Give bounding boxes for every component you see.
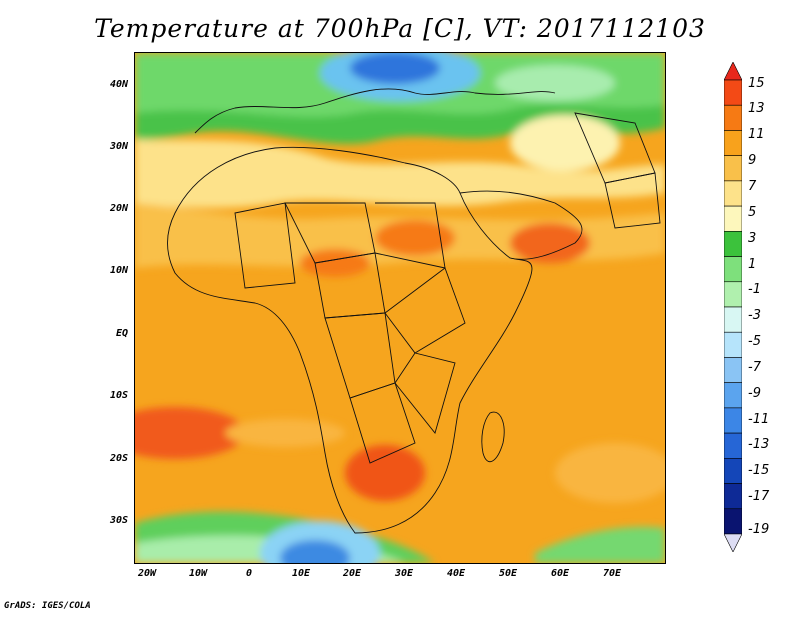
colorbar-segment — [724, 180, 742, 207]
colorbar-label: 11 — [748, 127, 765, 142]
colorbar-segment — [724, 256, 742, 283]
temperature-map — [135, 53, 665, 563]
colorbar-segment — [724, 231, 742, 257]
lat-label: 10S — [109, 390, 128, 401]
colorbar-label: 7 — [748, 179, 757, 194]
lat-label: 30S — [109, 515, 128, 526]
colorbar-label: 15 — [748, 76, 765, 91]
country-borders — [167, 88, 661, 534]
colorbar-segment — [724, 130, 742, 156]
colorbar-label: -13 — [748, 437, 770, 452]
colorbar-label: -3 — [748, 308, 761, 323]
lat-label: 20N — [109, 203, 128, 214]
colorbar-segment — [724, 357, 742, 383]
map-panel — [134, 52, 666, 564]
colorbar-bottom-arrow — [724, 533, 742, 552]
colorbar-label: -17 — [748, 489, 770, 504]
colorbar-label: 3 — [748, 231, 757, 246]
colorbar-segment — [724, 382, 742, 409]
colorbar-segment — [724, 205, 742, 232]
colorbar-label: 13 — [748, 101, 765, 116]
colorbar-label: 5 — [748, 205, 757, 220]
lat-label: 10N — [109, 265, 128, 276]
credit-text: GrADS: IGES/COLA — [4, 601, 91, 611]
colorbar-segment — [724, 79, 742, 106]
colorbar-label: -11 — [748, 412, 770, 427]
temperature-field — [135, 53, 665, 563]
lon-label: 50E — [498, 568, 518, 579]
colorbar-segment — [724, 407, 742, 434]
lon-label: 60E — [550, 568, 570, 579]
colorbar-segment — [724, 432, 742, 459]
lon-label: 70E — [602, 568, 622, 579]
colorbar-segment — [724, 155, 742, 182]
lon-label: 20W — [137, 568, 157, 579]
colorbar-segment — [724, 458, 742, 484]
colorbar-label: 1 — [748, 257, 757, 272]
colorbar — [724, 62, 742, 552]
lon-label: 0 — [245, 568, 253, 579]
colorbar-label: 9 — [748, 153, 757, 168]
colorbar-segment — [724, 508, 742, 535]
colorbar-label: -9 — [748, 386, 761, 401]
colorbar-segment — [724, 331, 742, 358]
lat-label: 40N — [109, 79, 128, 90]
lat-label: 20S — [109, 453, 128, 464]
lon-label: 30E — [394, 568, 414, 579]
colorbar-segment — [724, 104, 742, 131]
colorbar-label: -19 — [748, 522, 770, 537]
colorbar-segment — [724, 281, 742, 308]
colorbar-top-arrow — [724, 62, 742, 81]
lon-label: 10W — [188, 568, 208, 579]
lon-label: 40E — [446, 568, 466, 579]
colorbar-segment — [724, 306, 742, 333]
colorbar-label: -7 — [748, 360, 761, 375]
lon-label: 20E — [342, 568, 362, 579]
colorbar-label: -15 — [748, 463, 770, 478]
lat-label: 30N — [109, 141, 128, 152]
chart-title: Temperature at 700hPa [C], VT: 201711210… — [94, 14, 706, 43]
colorbar-label: -5 — [748, 334, 761, 349]
colorbar-label: -1 — [748, 282, 761, 297]
colorbar-segment — [724, 483, 742, 510]
lat-label: EQ — [115, 328, 128, 339]
lon-label: 10E — [291, 568, 311, 579]
